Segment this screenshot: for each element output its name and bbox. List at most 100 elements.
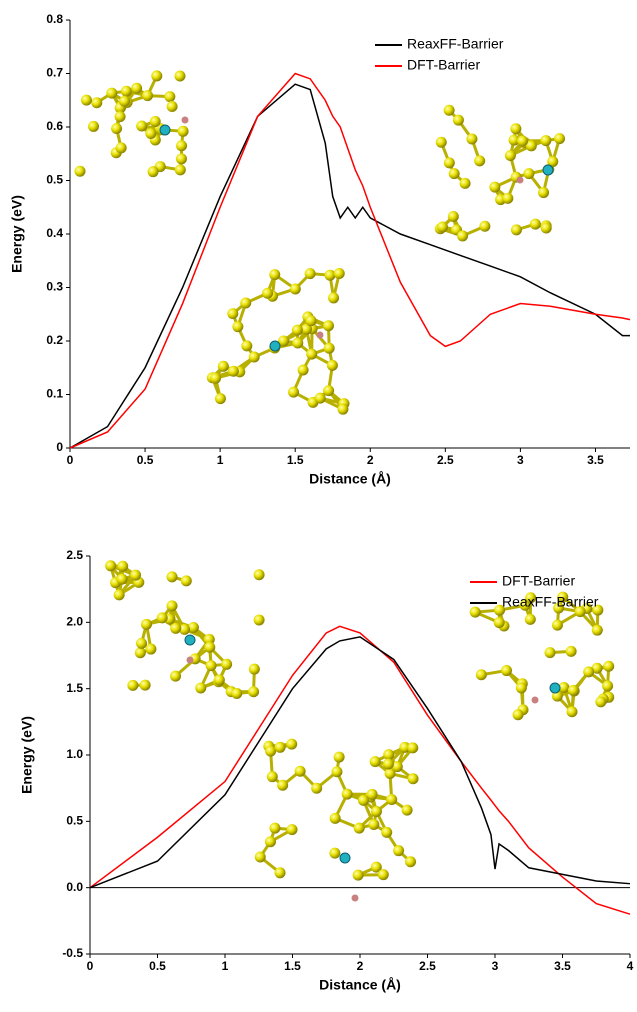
atom bbox=[444, 105, 455, 116]
molecule bbox=[75, 70, 189, 177]
atom bbox=[602, 680, 613, 691]
atom bbox=[157, 612, 168, 623]
x-tick-label: 2 bbox=[357, 959, 364, 973]
atom bbox=[353, 870, 364, 881]
x-tick-label: 3.5 bbox=[587, 453, 604, 467]
atom bbox=[115, 111, 126, 122]
atom bbox=[566, 646, 577, 657]
x-tick-label: 1 bbox=[222, 959, 229, 973]
atom bbox=[254, 569, 265, 580]
atom bbox=[331, 766, 342, 777]
atom bbox=[494, 617, 505, 628]
atom bbox=[444, 157, 455, 168]
atom bbox=[195, 682, 206, 693]
atom bbox=[530, 219, 541, 230]
atom bbox=[460, 178, 471, 189]
atom bbox=[371, 806, 382, 817]
atom bbox=[254, 614, 265, 625]
atom bbox=[131, 83, 142, 94]
molecule bbox=[105, 560, 264, 699]
atom bbox=[117, 574, 128, 585]
atom bbox=[136, 638, 147, 649]
atom bbox=[255, 852, 266, 863]
atom bbox=[231, 688, 242, 699]
atom bbox=[267, 771, 278, 782]
atom bbox=[265, 836, 276, 847]
x-tick-label: 2 bbox=[367, 453, 374, 467]
atom bbox=[214, 674, 225, 685]
atom bbox=[354, 823, 365, 834]
atom bbox=[221, 659, 232, 670]
atom bbox=[174, 71, 185, 82]
atom bbox=[142, 90, 153, 101]
atom bbox=[175, 164, 186, 175]
atom bbox=[215, 393, 226, 404]
atom bbox=[448, 211, 459, 222]
atom bbox=[248, 686, 259, 697]
y-tick-label: 0 bbox=[56, 440, 63, 454]
atom bbox=[136, 120, 147, 131]
atom bbox=[265, 746, 276, 757]
y-tick-label: 2.0 bbox=[66, 615, 83, 629]
x-tick-label: 0.5 bbox=[149, 959, 166, 973]
atom bbox=[329, 848, 340, 859]
atom bbox=[368, 819, 379, 830]
atom bbox=[306, 315, 317, 326]
atom bbox=[145, 128, 156, 139]
atom bbox=[436, 137, 447, 148]
atom bbox=[334, 752, 345, 763]
atom bbox=[502, 193, 513, 204]
atom bbox=[437, 222, 448, 233]
atom bbox=[324, 343, 335, 354]
dopant-atom bbox=[182, 117, 189, 124]
atom bbox=[106, 88, 117, 99]
atom bbox=[510, 123, 521, 134]
y-axis-label: Energy (eV) bbox=[9, 195, 25, 273]
atom bbox=[517, 135, 528, 146]
atom bbox=[595, 696, 606, 707]
atom bbox=[287, 824, 298, 835]
atom bbox=[449, 168, 460, 179]
atom bbox=[545, 647, 556, 658]
x-axis-label: Distance (Å) bbox=[309, 471, 391, 487]
atom bbox=[513, 709, 524, 720]
atom bbox=[334, 268, 345, 279]
dopant-atom bbox=[317, 332, 324, 339]
legend-label: ReaxFF-Barrier bbox=[502, 594, 599, 610]
atom bbox=[241, 340, 252, 351]
y-tick-label: -0.5 bbox=[62, 946, 83, 960]
atom bbox=[116, 142, 127, 153]
atom bbox=[148, 166, 159, 177]
atom bbox=[170, 623, 181, 634]
y-tick-label: 1.5 bbox=[66, 681, 83, 695]
atom bbox=[298, 364, 309, 375]
atom bbox=[525, 614, 536, 625]
atom bbox=[167, 600, 178, 611]
atom bbox=[167, 101, 178, 112]
atom bbox=[150, 116, 161, 127]
atom bbox=[135, 647, 146, 658]
atom bbox=[568, 685, 579, 696]
atom bbox=[603, 661, 614, 672]
dopant-atom bbox=[160, 125, 170, 135]
y-tick-label: 0.7 bbox=[46, 66, 63, 80]
atom bbox=[323, 385, 334, 396]
x-tick-label: 0.5 bbox=[137, 453, 154, 467]
y-tick-label: 0.1 bbox=[46, 387, 63, 401]
dopant-atom bbox=[543, 165, 553, 175]
atom bbox=[269, 269, 280, 280]
atom bbox=[275, 867, 286, 878]
y-tick-label: 0.0 bbox=[66, 880, 83, 894]
atom bbox=[516, 682, 527, 693]
atom bbox=[117, 561, 128, 572]
y-tick-label: 0.6 bbox=[46, 119, 63, 133]
atom bbox=[583, 666, 594, 677]
atom bbox=[210, 373, 221, 384]
atom bbox=[402, 805, 413, 816]
atom bbox=[540, 135, 551, 146]
y-tick-label: 0.5 bbox=[66, 814, 83, 828]
x-tick-label: 3.5 bbox=[554, 959, 571, 973]
atom bbox=[337, 404, 348, 415]
x-tick-label: 3 bbox=[492, 959, 499, 973]
atom bbox=[466, 133, 477, 144]
